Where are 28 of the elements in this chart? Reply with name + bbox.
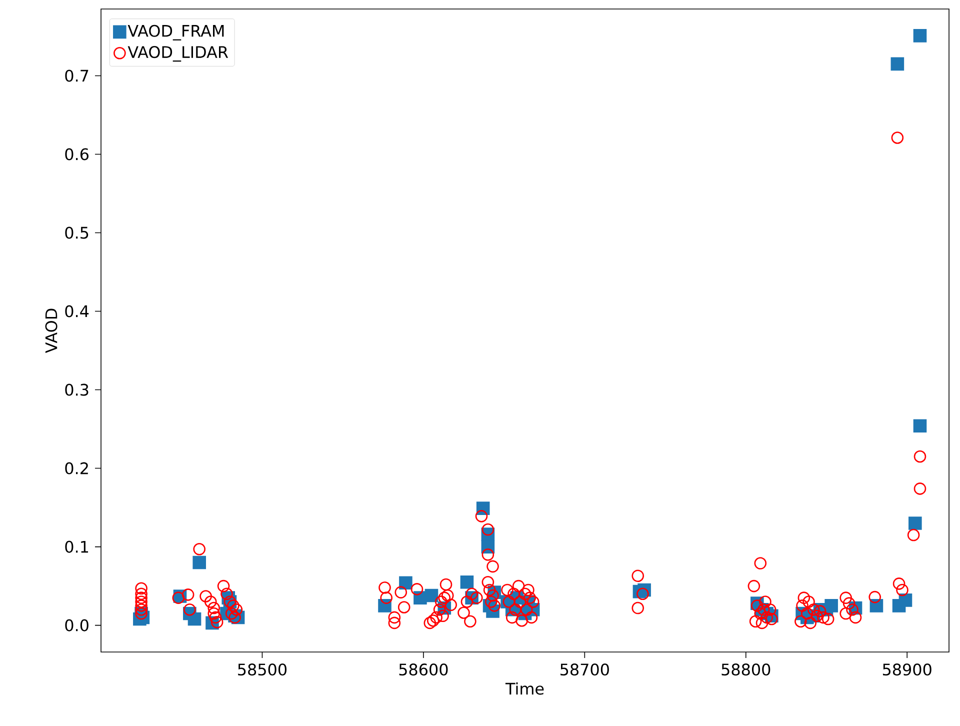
x-tick-label: 58900: [882, 664, 932, 676]
x-axis-title: Time: [505, 682, 544, 695]
point: [898, 594, 912, 607]
point: [913, 29, 927, 42]
x-tick-label: 58600: [399, 664, 448, 676]
legend-label: VAOD_LIDAR: [128, 46, 228, 62]
y-tick-label: 0.3: [65, 384, 88, 396]
y-tick-label: 0.0: [65, 619, 88, 632]
y-tick-label: 0.7: [65, 70, 88, 82]
point: [424, 588, 438, 602]
point: [908, 516, 922, 530]
y-tick-label: 0.6: [65, 148, 88, 160]
y-tick-label: 0.4: [65, 305, 89, 318]
point: [188, 612, 202, 626]
x-tick-label: 58500: [238, 664, 286, 676]
legend-label: VAOD_FRAM: [128, 24, 224, 40]
point: [890, 57, 904, 71]
point: [192, 556, 206, 570]
point: [824, 599, 838, 612]
point: [399, 576, 412, 590]
y-tick-label: 0.5: [65, 226, 88, 239]
y-tick-label: 0.1: [65, 540, 88, 553]
y-tick-label: 0.2: [65, 462, 88, 474]
y-axis-title: VAOD: [45, 308, 58, 354]
x-tick-label: 58700: [560, 664, 609, 676]
point: [913, 419, 927, 433]
point: [460, 575, 474, 589]
x-tick-label: 58800: [722, 664, 770, 676]
